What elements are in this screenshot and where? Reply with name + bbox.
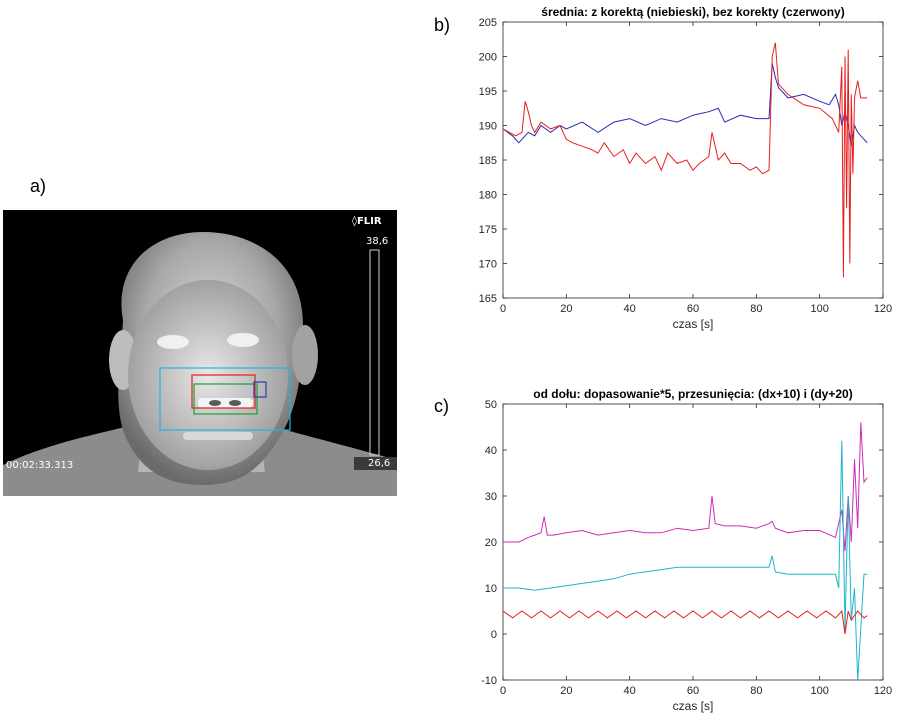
flir-logo: ◊FLIR	[352, 216, 382, 227]
x-axis-label: czas [s]	[673, 317, 714, 331]
y-tick-label: 175	[479, 224, 497, 236]
x-tick-label: 80	[750, 303, 762, 315]
x-tick-label: 100	[810, 685, 828, 697]
panel-label-b: b)	[434, 15, 451, 35]
x-tick-label: 0	[500, 685, 506, 697]
temperature-scale-bar	[369, 249, 380, 456]
x-tick-label: 20	[560, 303, 572, 315]
y-tick-label: 200	[479, 52, 497, 64]
x-tick-label: 40	[624, 685, 636, 697]
series-line-1	[503, 422, 868, 552]
chart-title: średnia: z korektą (niebieski), bez kore…	[541, 5, 844, 19]
y-tick-label: 0	[491, 629, 497, 641]
y-tick-label: 40	[485, 445, 497, 457]
scale-min-label: 26,6	[368, 458, 391, 469]
x-tick-label: 80	[750, 685, 762, 697]
timestamp-label: 00:02:33.313	[6, 460, 74, 471]
y-tick-label: 20	[485, 537, 497, 549]
series-line-2	[503, 440, 868, 680]
y-tick-label: -10	[481, 675, 497, 687]
panel-label-a: a)	[30, 176, 47, 196]
panel-label-c: c)	[434, 396, 449, 416]
y-tick-label: 30	[485, 491, 497, 503]
x-tick-label: 40	[624, 303, 636, 315]
x-tick-label: 60	[687, 303, 699, 315]
thermal-image: ◊FLIR 38,6 26,6 00:02:33.313	[3, 210, 397, 496]
series-line-1	[503, 63, 868, 147]
x-tick-label: 60	[687, 685, 699, 697]
flir-brand-text: FLIR	[356, 216, 382, 227]
scale-max-label: 38,6	[366, 236, 389, 247]
x-tick-label: 100	[810, 303, 828, 315]
y-tick-label: 205	[479, 17, 497, 29]
chart-c: od dołu: dopasowanie*5, przesunięcia: (d…	[481, 387, 892, 713]
roi-blue-box	[253, 381, 267, 398]
series-line-3	[503, 609, 868, 635]
chart-title: od dołu: dopasowanie*5, przesunięcia: (d…	[533, 387, 852, 401]
flir-logo-icon: ◊	[352, 216, 357, 227]
x-tick-label: 120	[874, 685, 892, 697]
y-tick-label: 190	[479, 121, 497, 133]
x-tick-label: 120	[874, 303, 892, 315]
roi-outer-box	[159, 367, 291, 431]
y-tick-label: 195	[479, 86, 497, 98]
y-tick-label: 165	[479, 293, 497, 305]
plot-frame	[502, 403, 884, 681]
scale-min-box	[354, 457, 397, 470]
thermal-face-illustration	[3, 232, 397, 496]
series-line-2	[503, 42, 868, 278]
chart-b: średnia: z korektą (niebieski), bez kore…	[479, 5, 893, 331]
x-tick-label: 20	[560, 685, 572, 697]
roi-green-box	[193, 383, 258, 415]
y-tick-label: 180	[479, 190, 497, 202]
y-tick-label: 185	[479, 155, 497, 167]
plot-frame	[502, 21, 884, 299]
x-tick-label: 0	[500, 303, 506, 315]
y-tick-label: 10	[485, 583, 497, 595]
roi-red-box	[191, 374, 256, 409]
x-axis-label: czas [s]	[673, 699, 714, 713]
y-tick-label: 50	[485, 399, 497, 411]
y-tick-label: 170	[479, 259, 497, 271]
